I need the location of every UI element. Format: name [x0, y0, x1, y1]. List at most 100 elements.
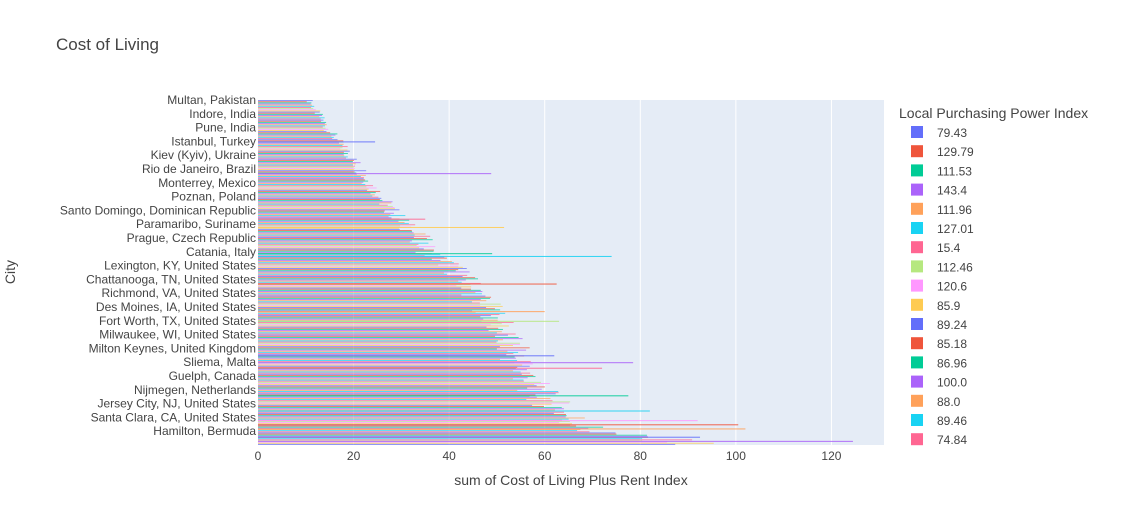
- bar: [258, 238, 427, 240]
- bar: [258, 263, 459, 265]
- bar: [258, 387, 528, 389]
- bar: [258, 271, 470, 273]
- bar: [258, 333, 516, 335]
- bar: [258, 283, 557, 285]
- y-tick-label: Sliema, Malta: [183, 355, 256, 369]
- bar: [258, 276, 463, 277]
- bar: [258, 404, 533, 406]
- bar: [258, 393, 556, 395]
- bar: [258, 377, 528, 379]
- bar: [258, 409, 556, 411]
- legend-title: Local Purchasing Power Index: [899, 105, 1088, 121]
- bar: [258, 143, 344, 145]
- bar: [258, 408, 564, 410]
- bar: [258, 253, 493, 255]
- x-tick-label: 100: [726, 449, 746, 463]
- bar: [258, 346, 500, 348]
- bar: [258, 254, 441, 256]
- bar: [258, 347, 530, 349]
- bar: [258, 147, 343, 149]
- legend-item[interactable]: 89.24: [911, 318, 967, 332]
- bar: [258, 374, 534, 376]
- bar: [258, 243, 419, 245]
- legend-item[interactable]: 143.4: [911, 183, 967, 198]
- legend-item[interactable]: 129.79: [911, 145, 974, 159]
- bar: [258, 426, 604, 428]
- bar: [258, 373, 522, 375]
- legend-label: 79.43: [937, 126, 967, 140]
- legend-item[interactable]: 89.46: [911, 414, 967, 428]
- legend-item[interactable]: 74.84: [911, 433, 967, 447]
- bar: [258, 128, 329, 130]
- bar: [258, 111, 320, 113]
- bar: [258, 399, 527, 401]
- bar: [258, 189, 368, 191]
- bar: [258, 337, 519, 338]
- bar: [258, 429, 581, 430]
- bar: [258, 394, 536, 396]
- bar: [258, 432, 616, 434]
- bar: [258, 355, 555, 357]
- legend-item[interactable]: 88.0: [911, 394, 961, 409]
- bar: [258, 440, 853, 442]
- bar: [258, 115, 323, 116]
- bar: [258, 120, 322, 122]
- legend-item[interactable]: 79.43: [911, 126, 967, 140]
- legend-swatch: [911, 202, 923, 215]
- bar: [258, 178, 364, 180]
- bar: [258, 158, 357, 160]
- y-tick-label: Santo Domingo, Dominican Republic: [60, 203, 256, 217]
- legend-item[interactable]: 15.4: [911, 241, 961, 255]
- bar: [258, 297, 490, 299]
- bar: [258, 186, 367, 188]
- bar: [258, 257, 447, 259]
- legend-item[interactable]: 86.96: [911, 356, 967, 370]
- legend-item[interactable]: 85.9: [911, 298, 961, 313]
- x-tick-label: 40: [442, 449, 456, 463]
- bar: [258, 161, 353, 162]
- legend-label: 129.79: [937, 145, 974, 159]
- bar: [258, 412, 554, 414]
- legend-item[interactable]: 120.6: [911, 279, 967, 294]
- bar: [258, 287, 462, 289]
- bar: [258, 241, 410, 243]
- bar: [258, 224, 416, 226]
- legend-item[interactable]: 100.0: [911, 375, 967, 390]
- bar: [258, 197, 382, 199]
- bar: [258, 414, 566, 415]
- legend-label: 89.46: [937, 414, 967, 428]
- legend-item[interactable]: 112.46: [911, 260, 973, 274]
- legend-item[interactable]: 111.96: [911, 202, 972, 217]
- bar: [258, 379, 524, 381]
- legend-label: 143.4: [937, 184, 967, 198]
- legend-label: 111.96: [937, 203, 972, 217]
- bar: [258, 126, 323, 128]
- bar: [258, 213, 391, 215]
- bar: [258, 219, 410, 221]
- x-tick-label: 120: [821, 449, 841, 463]
- legend-label: 86.96: [937, 356, 967, 370]
- bar: [258, 240, 412, 242]
- bar: [258, 424, 739, 426]
- bar: [258, 317, 498, 319]
- bar: [258, 225, 401, 227]
- bar: [258, 174, 366, 176]
- bar: [258, 142, 340, 144]
- legend-item[interactable]: 85.18: [911, 337, 967, 351]
- bar: [258, 385, 537, 387]
- bar: [258, 442, 714, 444]
- bar: [258, 326, 487, 328]
- legend-item[interactable]: 127.01: [911, 222, 974, 236]
- bar: [258, 348, 497, 350]
- bar: [258, 356, 515, 358]
- bar: [258, 436, 701, 438]
- legend-item[interactable]: 111.53: [911, 164, 972, 178]
- bar: [258, 194, 375, 196]
- bar: [258, 395, 629, 397]
- bar: [258, 110, 321, 112]
- bar: [258, 264, 439, 266]
- legend-label: 89.24: [937, 318, 967, 332]
- bar: [258, 324, 491, 326]
- legend-swatch: [911, 279, 923, 292]
